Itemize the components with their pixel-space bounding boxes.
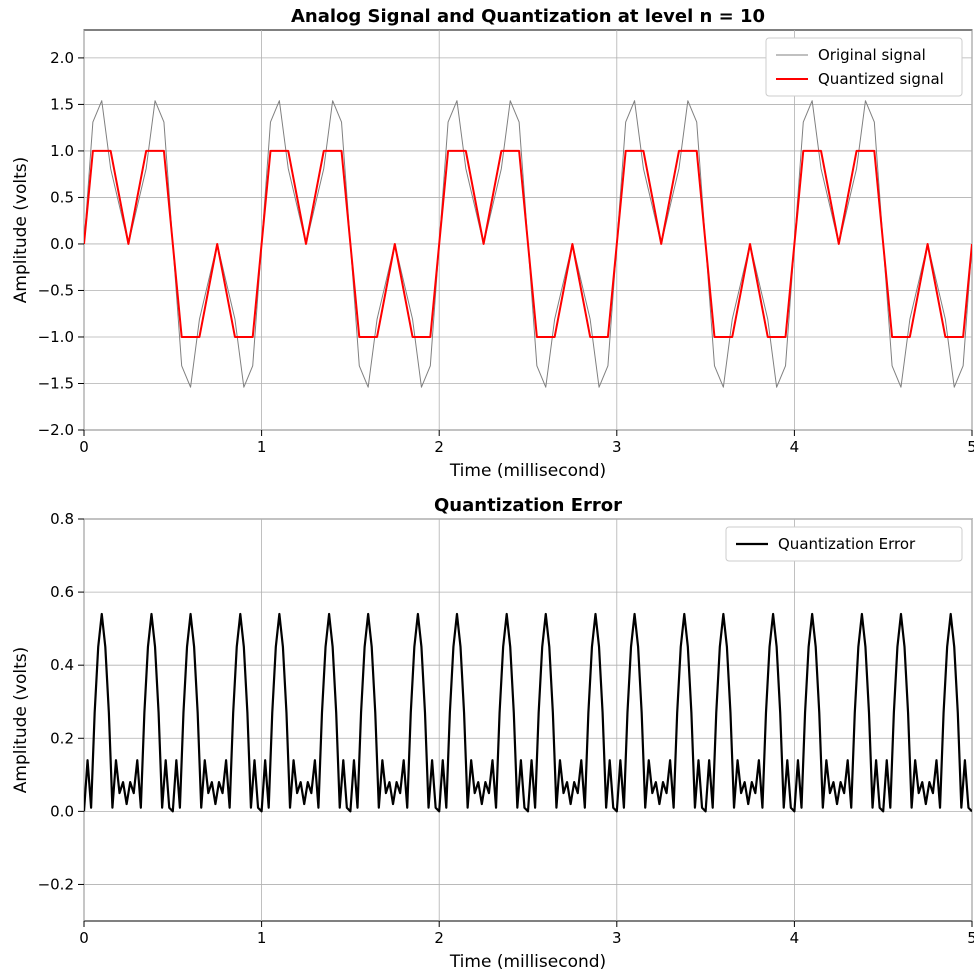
series-line-quantization-error [84, 612, 972, 813]
y-tick-label: 0.6 [50, 583, 74, 601]
y-axis-label: Amplitude (volts) [11, 647, 31, 794]
y-tick-label: 0.5 [50, 188, 74, 206]
legend: Quantization Error [725, 526, 963, 562]
legend-label-quantization-error: Quantization Error [778, 535, 916, 553]
x-axis-label: Time (millisecond) [449, 952, 606, 972]
x-tick-label: 3 [612, 438, 622, 456]
x-tick-label: 2 [434, 929, 444, 947]
y-tick-label: 0.2 [50, 729, 74, 747]
x-tick-label: 4 [790, 438, 800, 456]
y-tick-label: 0.0 [50, 802, 74, 820]
y-axis-ticks: −0.2 0.0 0.2 0.4 0.6 0.8 [38, 510, 84, 893]
y-tick-label: −0.5 [38, 281, 74, 299]
plot-area [83, 518, 973, 922]
signal-chart: 0 1 2 3 4 5 −2.0 −1.5 −1.0 −0.5 0.0 0.5 1.0 1.5 2.0 A… [11, 6, 974, 481]
legend-box [725, 526, 963, 562]
y-tick-label: −0.2 [38, 875, 74, 893]
x-tick-label: 1 [257, 929, 267, 947]
y-axis-label: Amplitude (volts) [11, 157, 31, 304]
series-line-quantized-signal [84, 149, 972, 338]
grid [83, 30, 973, 431]
x-tick-label: 0 [79, 929, 89, 947]
legend-label-original-signal: Original signal [818, 46, 926, 64]
series-group [84, 100, 972, 388]
x-tick-label: 3 [612, 929, 622, 947]
x-tick-label: 5 [967, 929, 974, 947]
chart-title: Quantization Error [434, 495, 622, 516]
grid [83, 518, 973, 921]
y-tick-label: −1.0 [38, 328, 74, 346]
x-tick-label: 5 [967, 438, 974, 456]
series-group [84, 612, 972, 813]
y-tick-label: −1.5 [38, 374, 74, 392]
legend-box [765, 37, 963, 97]
y-tick-label: −2.0 [38, 421, 74, 439]
error-chart: 0 1 2 3 4 5 −0.2 0.0 0.2 0.4 0.6 0.8 Quantization … [11, 495, 974, 972]
x-tick-label: 1 [257, 438, 267, 456]
y-tick-label: 1.5 [50, 95, 74, 113]
x-axis-ticks: 0 1 2 3 4 5 [79, 921, 974, 947]
x-axis-ticks: 0 1 2 3 4 5 [79, 430, 974, 456]
y-tick-label: 0.4 [50, 656, 74, 674]
y-tick-label: 2.0 [50, 49, 74, 67]
x-tick-label: 2 [434, 438, 444, 456]
x-tick-label: 4 [790, 929, 800, 947]
y-tick-label: 1.0 [50, 142, 74, 160]
x-axis-label: Time (millisecond) [449, 461, 606, 481]
legend: Original signal Quantized signal [765, 37, 963, 97]
x-tick-label: 0 [79, 438, 89, 456]
y-tick-label: 0.8 [50, 510, 74, 528]
y-tick-label: 0.0 [50, 235, 74, 253]
chart-title: Analog Signal and Quantization at level … [291, 6, 765, 27]
y-axis-ticks: −2.0 −1.5 −1.0 −0.5 0.0 0.5 1.0 1.5 2.0 [38, 49, 84, 439]
legend-label-quantized-signal: Quantized signal [818, 70, 944, 88]
